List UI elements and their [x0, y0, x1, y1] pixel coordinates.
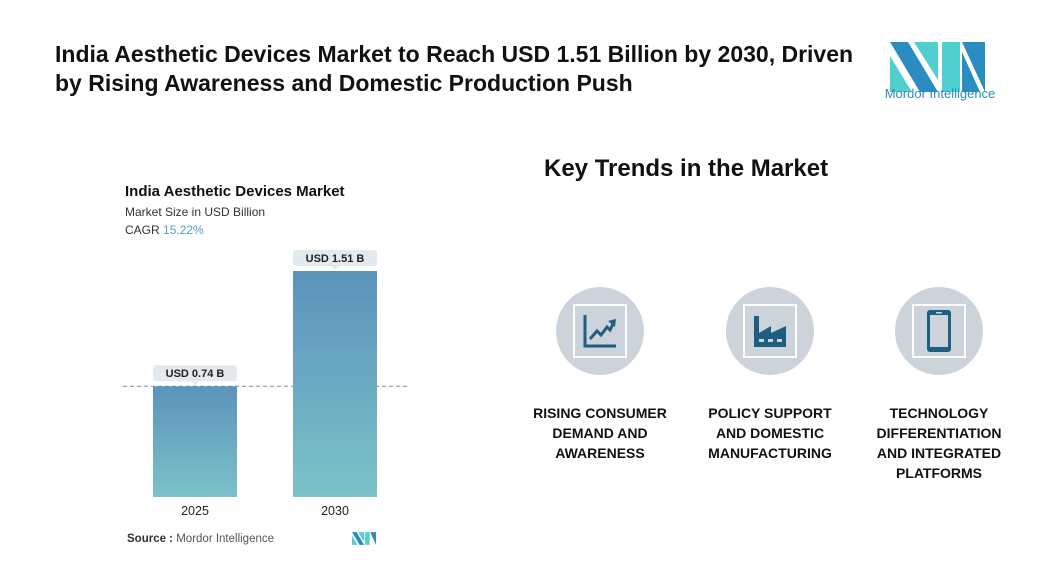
- trend-item: POLICY SUPPORT AND DOMESTIC MANUFACTURIN…: [695, 287, 845, 463]
- trends-title: Key Trends in the Market: [544, 155, 829, 182]
- data-label-bg: [153, 365, 237, 382]
- source-logo: [352, 532, 376, 545]
- bar-2025: [153, 386, 237, 497]
- smartphone-icon: [912, 304, 966, 358]
- trend-label: TECHNOLOGY DIFFERENTIATION AND INTEGRATE…: [876, 405, 1002, 481]
- data-label-pointer: [191, 381, 199, 386]
- source-label: Source :: [127, 533, 174, 545]
- source: Source : Mordor Intelligence: [127, 533, 274, 545]
- cagr-value: 15.22%: [163, 223, 204, 237]
- data-label-bg: [293, 250, 377, 266]
- trend-label: RISING CONSUMER DEMAND AND AWARENESS: [533, 405, 667, 461]
- factory-icon: [743, 304, 797, 358]
- x-tick-label: 2025: [181, 504, 209, 518]
- data-label: USD 1.51 B: [306, 253, 365, 265]
- data-label-pointer: [331, 266, 339, 270]
- bar-2030: [293, 271, 377, 497]
- trend-item: TECHNOLOGY DIFFERENTIATION AND INTEGRATE…: [864, 287, 1014, 483]
- source-value: Mordor Intelligence: [176, 533, 275, 545]
- trend-label: POLICY SUPPORT AND DOMESTIC MANUFACTURIN…: [708, 405, 832, 461]
- cagr: CAGR 15.22%: [125, 223, 204, 237]
- trend-item: RISING CONSUMER DEMAND AND AWARENESS: [525, 287, 675, 463]
- chart-growth-icon: [573, 304, 627, 358]
- cagr-label: CAGR: [125, 223, 160, 237]
- data-label: USD 0.74 B: [166, 368, 225, 380]
- chart-title: India Aesthetic Devices Market: [125, 183, 345, 200]
- page-title: India Aesthetic Devices Market to Reach …: [55, 41, 854, 96]
- chart-subtitle: Market Size in USD Billion: [125, 205, 266, 219]
- mordor-logo: [890, 42, 985, 92]
- logo-text: Mordor Intelligence: [884, 86, 996, 101]
- x-tick-label: 2030: [321, 504, 349, 518]
